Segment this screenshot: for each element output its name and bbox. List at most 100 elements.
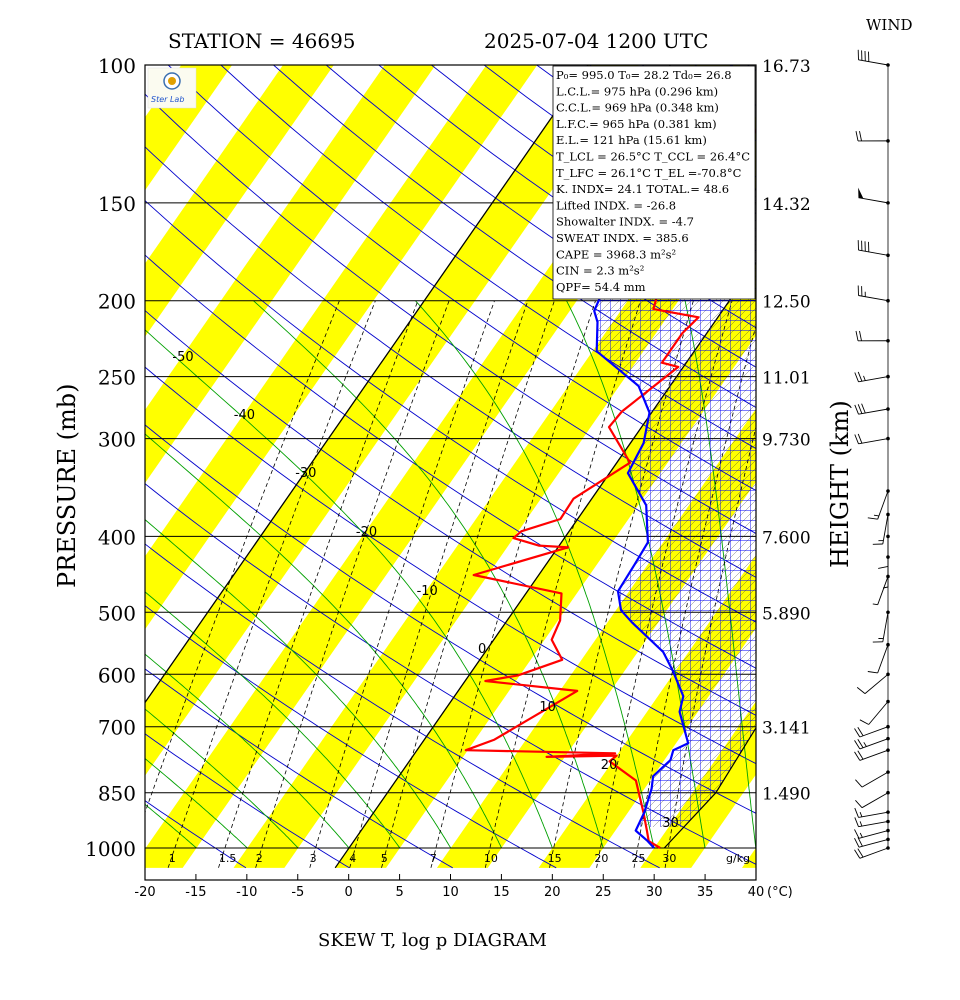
wind-barb-flag <box>867 517 878 520</box>
dry-adiabat <box>145 199 756 623</box>
wind-barb-flag <box>857 433 863 444</box>
index-row: C.C.L.= 969 hPa (0.348 km) <box>556 101 719 115</box>
pressure-tick-label: 700 <box>98 716 136 740</box>
indices-box <box>552 65 756 300</box>
wind-barb-flag <box>857 738 864 748</box>
wind-barb-flag <box>857 371 863 382</box>
lab-logo: Ster Lab <box>147 67 197 109</box>
mixing-ratio-line <box>381 300 555 868</box>
wind-barb-staff <box>861 792 889 809</box>
wind-barb-flag <box>859 719 869 725</box>
wind-barb-staff <box>859 749 889 761</box>
isotherm-label: -50 <box>172 350 193 365</box>
wind-barb <box>883 555 890 589</box>
temperature-axis-labels: -20 -15 -10 -5 0 5 10 15 20 25 30 35 40 <box>134 874 764 900</box>
index-row: Showalter INDX. = -4.7 <box>556 215 694 229</box>
svg-text:Ster Lab: Ster Lab <box>151 95 184 104</box>
wind-barb-flag <box>854 740 861 750</box>
height-tick-label: 12.50 <box>762 293 811 313</box>
x-tick-label: 40 <box>748 885 765 900</box>
wind-barb-flag <box>855 330 859 341</box>
wind-barb-flag <box>854 817 859 827</box>
index-row: E.L.= 121 hPa (15.61 km) <box>556 133 707 147</box>
isotherm-label: -10 <box>417 584 438 599</box>
wind-barb-halfflag <box>873 514 879 517</box>
wind-barb <box>854 846 890 859</box>
dry-adiabat <box>145 668 453 869</box>
y-axis-left-label: PRESSURE (mb) <box>53 384 81 589</box>
height-tick-label: 14.32 <box>762 195 811 215</box>
wind-barb <box>858 187 890 205</box>
index-row: L.F.C.= 965 hPa (0.381 km) <box>556 117 717 131</box>
pressure-tick-label: 300 <box>98 428 136 452</box>
mixing-ratio-label: 25 <box>632 852 646 865</box>
wind-barb-flag <box>857 727 864 737</box>
x-tick-label: -20 <box>134 885 155 900</box>
pressure-tick-label: 150 <box>98 192 136 216</box>
wind-barb <box>854 724 890 738</box>
x-axis-unit: (°C) <box>767 885 793 900</box>
index-row: Lifted INDX. = -26.8 <box>556 198 676 212</box>
wind-barb-staff <box>868 701 889 725</box>
wind-barb <box>867 642 890 674</box>
wind-barb-flag <box>854 849 861 859</box>
mixing-ratio-label: 5 <box>381 852 388 865</box>
height-tick-label: 11.01 <box>762 369 811 389</box>
index-row: L.C.L.= 975 hPa (0.296 km) <box>556 84 718 98</box>
mixing-ratio-line <box>309 300 495 868</box>
isotherm-label: -40 <box>234 408 255 423</box>
pressure-tick-label: 250 <box>98 366 136 390</box>
wind-barb <box>854 371 890 383</box>
wind-barb-staff <box>882 612 889 642</box>
x-tick-label: 10 <box>442 885 459 900</box>
wind-barb-staff <box>858 376 889 383</box>
wind-barb <box>867 489 890 520</box>
height-tick-label: 7.600 <box>762 528 811 548</box>
wind-barb-flag <box>857 404 863 414</box>
wind-label: WIND <box>866 16 913 34</box>
pressure-tick-label: 500 <box>98 601 136 625</box>
wind-barb-flag <box>854 404 859 415</box>
wind-barb <box>878 534 890 569</box>
dry-adiabat <box>145 309 756 716</box>
wind-barb-halfflag <box>859 821 863 827</box>
moist-adiabat <box>145 757 248 849</box>
dry-adiabat <box>145 366 756 765</box>
index-row: CAPE = 3968.3 m²s² <box>556 247 676 261</box>
wind-barb-staff <box>858 59 889 66</box>
height-axis-labels: 16.73 14.32 12.50 11.01 9.730 7.600 5.890 3.141… <box>762 57 811 805</box>
wind-barb-staff <box>858 408 889 415</box>
wind-barb <box>855 131 890 143</box>
mixing-unit-label: g/kg <box>726 852 750 865</box>
wind-barb-flag <box>854 837 860 848</box>
wind-barb-staff <box>861 771 889 788</box>
wind-barb-halfflag <box>859 832 863 838</box>
isotherm-label: -80 <box>0 174 11 189</box>
index-row: K. INDX= 24.1 TOTAL.= 48.6 <box>556 182 729 196</box>
wind-barb <box>857 240 890 258</box>
moist-adiabat <box>145 653 350 849</box>
wind-barb <box>872 610 890 643</box>
isotherm-line <box>334 261 756 869</box>
pressure-axis-labels: 100 150 200 250 300 400 500 600 700 850 1000 <box>85 54 136 861</box>
index-row: QPF= 54.4 mm <box>556 280 646 294</box>
wind-barb-flag <box>854 751 861 761</box>
wind-barb-staff <box>858 249 889 256</box>
wind-barb-halfflag <box>883 586 889 589</box>
index-row: T_LFC = 26.1°C T_EL =-70.8°C <box>556 166 742 180</box>
dry-adiabat <box>145 93 756 534</box>
dry-adiabat <box>853 65 960 868</box>
wind-barb-flag <box>855 800 863 808</box>
wind-barb-flag <box>856 687 866 694</box>
wind-barb-staff <box>858 438 889 445</box>
isotherm-label: 10 <box>539 700 556 715</box>
x-tick-label: -5 <box>291 885 304 900</box>
wind-barb <box>854 433 890 445</box>
mixing-ratio-label: 30 <box>662 852 676 865</box>
pressure-tick-label: 1000 <box>85 837 136 861</box>
datetime-label: 2025-07-04 1200 UTC <box>484 29 708 53</box>
wind-barb <box>854 817 890 828</box>
isotherm-band <box>233 116 756 868</box>
wind-barb <box>857 49 890 67</box>
